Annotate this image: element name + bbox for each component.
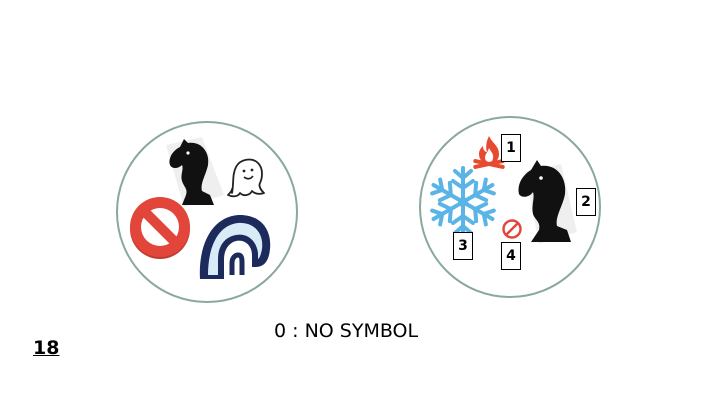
symbol-label-3: 3 [453,232,473,260]
igloo-icon[interactable] [194,205,274,285]
knight-icon[interactable] [162,135,226,211]
no-symbol-icon[interactable] [501,218,523,240]
ghost-icon[interactable] [220,153,268,201]
no-symbol-icon[interactable] [124,191,196,263]
left-card [116,121,298,303]
right-card: 1 3 [419,116,601,298]
symbol-label-1: 1 [501,134,521,162]
symbol-label-4: 4 [501,242,521,270]
symbol-label-2: 2 [576,188,596,216]
campfire-icon[interactable] [469,132,509,172]
knight-icon[interactable] [511,156,579,248]
page-number: 18 [33,337,60,359]
snowflake-icon[interactable] [425,164,501,240]
legend-text: 0 : NO SYMBOL [274,320,419,342]
